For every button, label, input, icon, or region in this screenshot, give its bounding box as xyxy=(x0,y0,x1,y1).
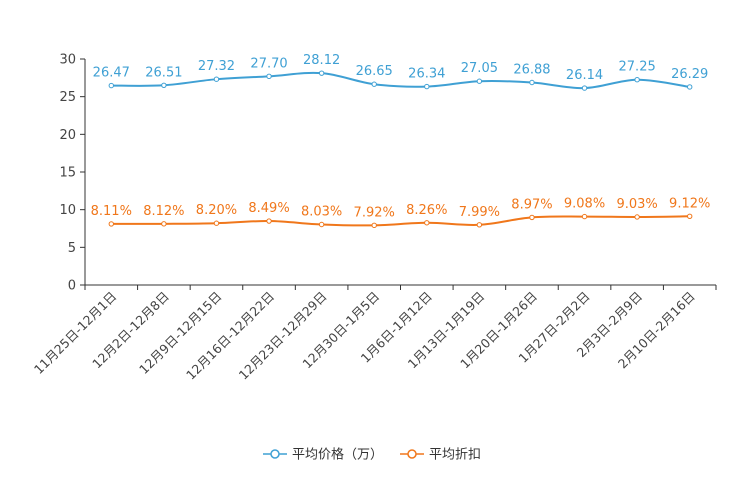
data-point[interactable] xyxy=(529,214,535,221)
x-tick-label: 12月23日-12月29日 xyxy=(236,289,330,383)
data-point[interactable] xyxy=(424,220,430,226)
data-point[interactable] xyxy=(161,82,167,88)
data-label: 9.08% xyxy=(564,197,605,212)
data-label: 27.05 xyxy=(461,61,498,76)
data-point[interactable] xyxy=(529,79,535,86)
y-tick-label: 20 xyxy=(59,128,76,143)
data-point[interactable] xyxy=(318,70,325,76)
data-point[interactable] xyxy=(266,73,272,80)
legend-label: 平均折扣 xyxy=(429,448,481,463)
data-label: 27.25 xyxy=(619,60,656,75)
series-1: 26.47 26.51 27.32 27.70 28.12 26.65 26.34 27.05… xyxy=(93,53,708,91)
data-point[interactable] xyxy=(687,213,693,219)
x-tick-label: 12月16日-12月22日 xyxy=(183,289,277,383)
series-group: 26.47 26.51 27.32 27.70 28.12 26.65 26.34 27.05… xyxy=(91,53,710,229)
data-point[interactable] xyxy=(424,83,430,90)
series-2: 8.11% 8.12% 8.20% 8.49% 8.03% 7.92% 8.26% 7.99%… xyxy=(91,196,710,229)
series-line xyxy=(111,215,690,227)
legend-marker-icon xyxy=(407,449,417,459)
y-tick-label: 30 xyxy=(59,53,76,68)
legend-item-1[interactable]: 平均价格（万） xyxy=(263,447,383,463)
x-axis-ticks: 11月25日-12月1日12月2日-12月8日12月9日-12月15日12月16… xyxy=(31,285,717,383)
data-label: 7.92% xyxy=(354,205,395,220)
data-label: 26.14 xyxy=(566,68,603,83)
data-label: 27.70 xyxy=(250,56,287,71)
data-label: 26.65 xyxy=(356,64,393,79)
legend[interactable]: 平均价格（万） 平均折扣 xyxy=(263,447,481,463)
series-line xyxy=(111,71,690,90)
y-tick-label: 25 xyxy=(59,90,76,105)
data-point[interactable] xyxy=(634,77,640,83)
data-point[interactable] xyxy=(371,222,377,229)
data-label: 26.51 xyxy=(145,65,182,80)
data-label: 8.12% xyxy=(143,204,184,219)
data-label: 26.88 xyxy=(513,63,550,78)
data-label: 26.47 xyxy=(93,66,130,81)
y-axis-ticks: 0 5 10 15 20 25 30 xyxy=(59,53,85,294)
y-tick-label: 5 xyxy=(68,241,76,256)
data-point[interactable] xyxy=(687,84,693,90)
data-label: 7.99% xyxy=(459,205,500,220)
data-point[interactable] xyxy=(108,221,114,227)
data-label: 8.20% xyxy=(196,203,237,218)
data-label: 8.11% xyxy=(91,204,132,219)
y-tick-label: 10 xyxy=(59,203,76,218)
data-point[interactable] xyxy=(161,221,167,227)
axes xyxy=(84,59,716,286)
data-point[interactable] xyxy=(213,220,220,226)
data-label: 26.34 xyxy=(408,67,445,82)
data-label: 9.03% xyxy=(616,197,657,212)
data-point[interactable] xyxy=(476,78,483,84)
data-point[interactable] xyxy=(581,85,588,91)
data-label: 8.97% xyxy=(511,197,552,212)
data-label: 28.12 xyxy=(303,53,340,68)
legend-item-2[interactable]: 平均折扣 xyxy=(400,448,481,463)
data-label: 9.12% xyxy=(669,196,710,211)
legend-marker-icon xyxy=(270,449,280,459)
data-label: 26.29 xyxy=(671,67,708,82)
data-point[interactable] xyxy=(266,218,272,224)
y-tick-label: 0 xyxy=(68,279,76,294)
data-point[interactable] xyxy=(581,213,588,220)
legend-label: 平均价格（万） xyxy=(292,447,383,463)
data-point[interactable] xyxy=(213,76,220,82)
y-tick-label: 15 xyxy=(59,166,76,181)
data-point[interactable] xyxy=(371,81,377,87)
data-label: 8.26% xyxy=(406,203,447,218)
data-point[interactable] xyxy=(318,221,325,228)
data-point[interactable] xyxy=(476,222,483,228)
data-point[interactable] xyxy=(634,214,640,220)
data-label: 27.32 xyxy=(198,59,235,74)
data-point[interactable] xyxy=(108,82,114,89)
data-label: 8.49% xyxy=(248,201,289,216)
data-label: 8.03% xyxy=(301,205,342,220)
